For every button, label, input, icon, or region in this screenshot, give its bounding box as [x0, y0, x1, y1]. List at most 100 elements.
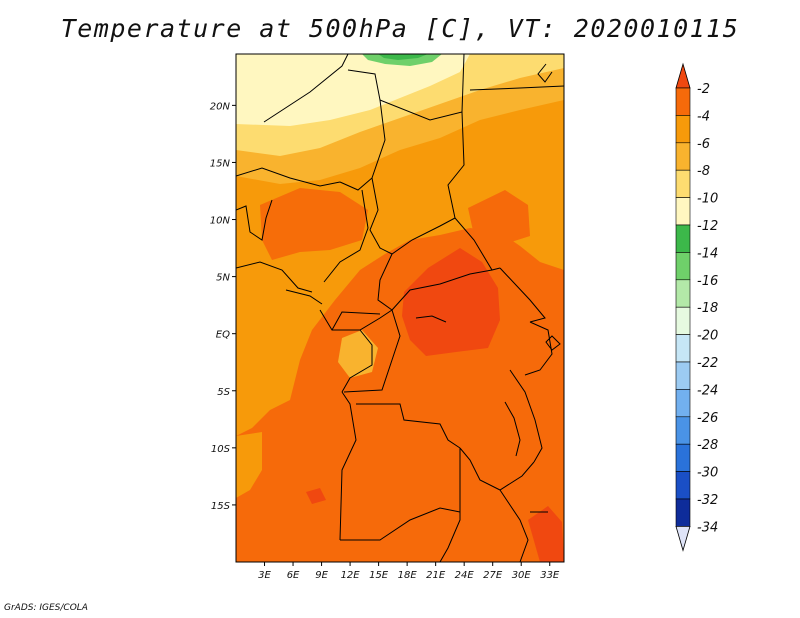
lon-axis: 3E 6E 9E 12E 15E 18E 21E 24E 27E 30E 33E [258, 562, 560, 581]
colorbar-label: -26 [697, 411, 718, 426]
border-30 [504, 401, 521, 457]
lon-label: 15E [369, 570, 389, 581]
border-3 [236, 167, 341, 187]
grads-credit: GrADS: IGES/COLA [4, 603, 88, 613]
border-21 [499, 489, 529, 562]
field-core-small [306, 488, 326, 504]
colorbar-swatch [675, 361, 691, 390]
field-patch-angola-coast [236, 432, 262, 498]
colorbar-swatch [675, 416, 691, 445]
lon-label: 33E [540, 570, 560, 581]
colorbar-swatch [675, 142, 691, 171]
border-18 [459, 447, 535, 491]
border-23 [509, 369, 543, 463]
map-frame [235, 53, 565, 563]
colorbar-swatch [675, 498, 691, 527]
colorbar-label: -28 [697, 438, 718, 453]
border-29 [545, 335, 561, 351]
colorbar-label: -8 [697, 164, 710, 179]
colorbar-swatch [675, 443, 691, 472]
field-patch-libya-core [378, 54, 428, 60]
colorbar-label: -24 [697, 383, 718, 398]
field-patch-libya [362, 54, 442, 66]
colorbar-bottom-arrow [675, 526, 691, 552]
colorbar-swatch [675, 252, 691, 281]
border-8 [377, 253, 393, 311]
border-20 [439, 448, 461, 562]
colorbar-label: -18 [697, 301, 718, 316]
lat-axis: 20N 15N 10N 5N EQ 5S 10S 15S [210, 101, 236, 512]
lat-label: 10N [210, 216, 231, 227]
border-27 [285, 289, 323, 305]
border-13 [331, 311, 381, 331]
colorbar-top-arrow [675, 62, 691, 89]
colorbar-label: -14 [697, 246, 718, 261]
colorbar: -2 -4 -6 -8 -10 -12 -14 -16 -18 -20 -22 -24 -26 -28 -3… [675, 62, 718, 552]
border-1 [263, 54, 349, 123]
colorbar-swatch [675, 306, 691, 335]
country-borders [236, 54, 564, 562]
lon-label: 18E [398, 570, 418, 581]
border-7 [323, 189, 369, 283]
border-16 [339, 391, 357, 541]
lat-label: EQ [216, 330, 230, 341]
colorbar-label: -16 [697, 274, 718, 289]
lon-label: 12E [341, 570, 361, 581]
colorbar-label: -4 [697, 109, 710, 124]
temperature-field [236, 54, 564, 562]
colorbar-swatch [675, 197, 691, 226]
lon-label: 27E [483, 570, 503, 581]
lon-label: 30E [512, 570, 532, 581]
lat-label: 15N [210, 158, 231, 169]
colorbar-swatch [675, 279, 691, 308]
colorbar-label: -20 [697, 329, 718, 344]
colorbar-label: -2 [697, 82, 710, 97]
colorbar-swatch [675, 334, 691, 363]
field-patch-west [260, 188, 368, 260]
border-25 [469, 85, 564, 91]
colorbar-label: -12 [697, 219, 718, 234]
border-2 [339, 69, 386, 191]
border-24 [537, 63, 553, 83]
colorbar-swatch [675, 224, 691, 253]
border-22 [524, 321, 553, 376]
border-9 [391, 269, 493, 311]
colorbar-label: -32 [697, 493, 718, 508]
border-19 [340, 507, 461, 541]
lat-label: 20N [210, 101, 231, 112]
colorbar-label: -22 [697, 356, 718, 371]
colorbar-label: -6 [697, 137, 710, 152]
colorbar-label: -30 [697, 466, 718, 481]
map-title: Temperature at 500hPa [C], VT: 202001011… [60, 14, 740, 43]
lat-label: 5S [217, 387, 230, 398]
lat-label: 10S [211, 444, 231, 455]
colorbar-swatch [675, 87, 691, 116]
colorbar-swatch [675, 169, 691, 198]
border-28 [415, 315, 447, 323]
field-core-minus2 [402, 248, 500, 356]
border-6 [369, 177, 456, 255]
border-26 [236, 199, 273, 241]
field-band-minus10-12 [236, 54, 470, 126]
lon-label: 24E [455, 570, 475, 581]
lat-label: 5N [216, 273, 230, 284]
colorbar-swatch [675, 389, 691, 418]
colorbar-swatch [675, 471, 691, 500]
border-11 [236, 261, 313, 293]
border-14 [341, 329, 373, 393]
field-patch-ne [468, 190, 530, 244]
field-patch-gabon [338, 330, 378, 378]
lon-label: 21E [426, 570, 446, 581]
border-15 [343, 309, 401, 393]
lon-label: 9E [315, 570, 328, 581]
field-core-se [528, 506, 564, 562]
border-4 [379, 54, 465, 121]
lon-label: 6E [287, 570, 300, 581]
border-17 [356, 403, 461, 449]
lon-label: 3E [258, 570, 271, 581]
colorbar-label: -34 [697, 520, 718, 535]
lat-label: 15S [211, 501, 231, 512]
border-10 [499, 267, 546, 323]
colorbar-swatch [675, 115, 691, 144]
